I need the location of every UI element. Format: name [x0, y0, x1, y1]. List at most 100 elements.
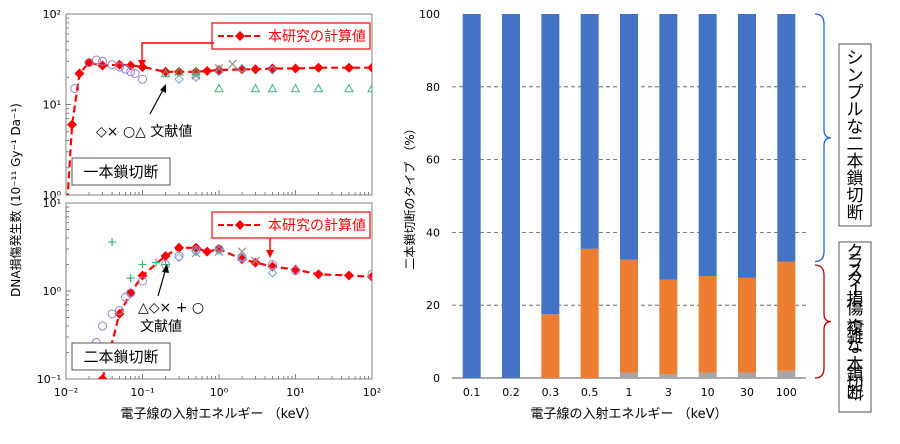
label-cluster-box: [838, 241, 872, 413]
data-point: [267, 63, 278, 74]
bracket-cluster: [814, 264, 832, 379]
data-point: [214, 244, 224, 254]
data-point: [367, 269, 372, 279]
data-point: [126, 288, 136, 298]
data-point: [126, 67, 136, 77]
label-cluster-char: 断: [847, 384, 864, 404]
data-point: [174, 74, 184, 84]
data-point: [214, 247, 224, 257]
data-point: [267, 261, 278, 272]
legend: 本研究の計算値: [211, 22, 371, 50]
data-layer: [84, 238, 372, 379]
x-tick-label: 10²: [363, 386, 381, 399]
y-tick-label: 10¹: [43, 99, 61, 112]
label-simple-box: [838, 43, 872, 227]
y-tick-label: 20: [426, 299, 440, 312]
data-point: [70, 84, 80, 94]
data-point: [290, 83, 301, 93]
y-tick-label: 80: [426, 81, 440, 94]
data-point: [214, 64, 224, 73]
data-point: [191, 72, 201, 82]
data-point: [190, 66, 201, 77]
x-tick-label: 10: [701, 386, 715, 399]
label-simple-char: プ: [847, 83, 864, 103]
bar-segment: [777, 14, 796, 262]
bar-segment: [659, 374, 678, 378]
data-point: [125, 287, 136, 298]
data-point: [121, 64, 131, 74]
subplot-label: 一本鎖切断: [83, 163, 158, 181]
x-tick-label: 30: [740, 386, 754, 399]
bar-segment: [659, 279, 678, 375]
data-point: [290, 63, 301, 74]
x-tick-label: 10⁰: [210, 386, 229, 399]
data-point: [151, 258, 160, 267]
data-point: [237, 247, 247, 257]
bar-segment: [462, 14, 481, 378]
data-point: [251, 256, 260, 266]
data-point: [214, 65, 224, 76]
data-point: [191, 245, 201, 255]
bar-segment: [777, 261, 796, 371]
data-point: [202, 65, 213, 76]
x-axis-title: 電子線の入射エネルギー （keV）: [120, 406, 317, 422]
legend-label: 本研究の計算値: [268, 29, 366, 45]
label-simple-char: 断: [847, 203, 864, 223]
data-point: [367, 83, 372, 93]
data-point: [191, 66, 201, 76]
data-point: [191, 248, 201, 258]
annotation-literature: △◇× + ○: [138, 300, 204, 316]
x-tick-label: 0.2: [502, 386, 520, 399]
data-point: [250, 257, 261, 268]
data-point: [114, 62, 124, 72]
annotation-literature-2: 文献値: [140, 319, 182, 335]
bar-segment: [698, 276, 717, 373]
bar-segment: [502, 14, 520, 378]
data-point: [130, 69, 140, 79]
y-tick-label: 0: [433, 372, 440, 385]
data-point: [343, 62, 354, 73]
label-cluster-char: 二: [847, 346, 864, 366]
bar-segment: [698, 14, 717, 277]
annotation-arrow: [157, 267, 167, 297]
data-point: [237, 63, 247, 74]
label-cluster-char: ）: [844, 394, 864, 411]
data-point: [114, 306, 124, 316]
annotation-arrow: [149, 87, 165, 115]
annotation-arrow-head: [160, 84, 166, 93]
x-tick-label: 10¹: [286, 386, 304, 399]
data-point: [74, 68, 85, 79]
label-cluster-char: 切: [847, 374, 864, 394]
legend-marker: [235, 31, 245, 41]
label-simple-char: シ: [847, 49, 864, 69]
data-point: [291, 266, 300, 276]
label-simple-char: 本: [847, 152, 864, 172]
label-simple-char: 鎖: [847, 169, 864, 189]
legend-marker: [235, 220, 245, 230]
bar-segment: [541, 314, 560, 378]
label-cluster-char: 損: [847, 290, 864, 310]
bar-segment: [777, 370, 796, 378]
label-simple-char: 二: [847, 135, 864, 155]
y-tick-label: 40: [426, 226, 440, 239]
y-axis-title: 二本鎖切断のタイプ （%）: [402, 122, 417, 269]
bar-segment: [698, 372, 717, 378]
data-point: [138, 74, 147, 84]
label-cluster-char: な: [847, 337, 864, 357]
series-line-calculated: [101, 246, 372, 379]
data-point: [237, 254, 248, 265]
data-point: [138, 260, 147, 269]
label-cluster-char: ス: [847, 262, 864, 282]
right-panel: 0 20 40 60 80 100 0.1 0.2 0.3 0.5 1 3 10 30 100 電子線の入射エ…: [402, 8, 872, 422]
bar-segment: [580, 248, 599, 378]
data-point: [267, 83, 278, 93]
label-cluster-char: ク: [847, 243, 864, 263]
legend-label: 本研究の計算値: [268, 218, 366, 234]
bar-segment: [620, 14, 638, 260]
x-tick-label: 1: [626, 386, 633, 399]
data-point: [173, 66, 184, 77]
data-point: [97, 321, 107, 331]
